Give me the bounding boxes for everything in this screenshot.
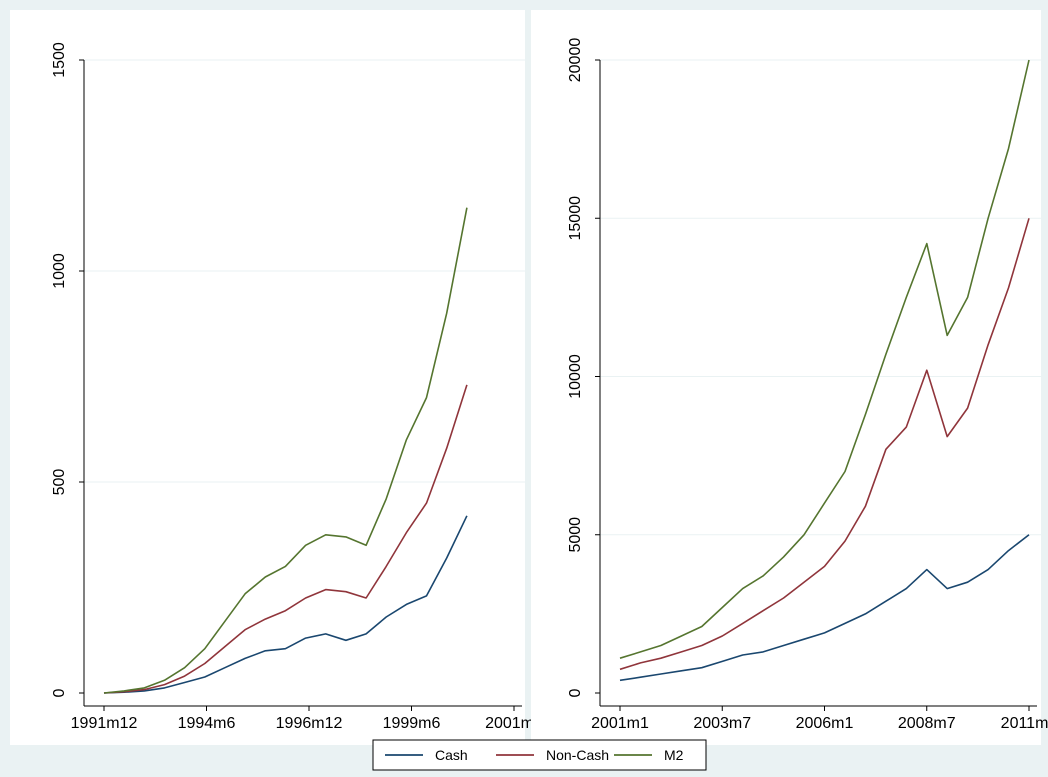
left-series-cash bbox=[103, 515, 468, 694]
left-x-tick-label: 1999m6 bbox=[383, 715, 441, 732]
left-plot-background bbox=[10, 10, 525, 745]
left-x-tick-label: 2001m1 bbox=[485, 715, 543, 732]
right-panel: 0 5000 10000 15000 20000 2001m1 2003m7 2006m1 20… bbox=[531, 10, 1048, 745]
right-y-tick-label: 20000 bbox=[567, 38, 584, 83]
right-series-non-cash bbox=[619, 218, 1030, 671]
right-y-tick-label: 5000 bbox=[567, 517, 584, 553]
left-x-tick-label: 1994m6 bbox=[178, 715, 236, 732]
right-x-tick-label: 2008m7 bbox=[898, 715, 956, 732]
left-x-tick-label: 1991m12 bbox=[71, 715, 138, 732]
left-y-tick-label: 500 bbox=[51, 469, 68, 496]
legend-label-cash: Cash bbox=[435, 747, 468, 763]
right-x-tick-label: 2011m1 bbox=[1001, 715, 1048, 732]
right-series-m2 bbox=[619, 59, 1030, 659]
right-x-tick-label: 2001m1 bbox=[591, 715, 649, 732]
right-series-cash bbox=[619, 534, 1030, 682]
legend: Cash Non-Cash M2 bbox=[372, 739, 707, 771]
left-series-m2 bbox=[103, 207, 468, 694]
right-y-tick-label: 15000 bbox=[567, 196, 584, 241]
left-y-tick-label: 0 bbox=[51, 688, 68, 697]
left-series-non-cash bbox=[103, 384, 468, 694]
left-x-tick-label: 1996m12 bbox=[276, 715, 343, 732]
right-y-tick-label: 0 bbox=[567, 688, 584, 697]
legend-label-m2: M2 bbox=[664, 747, 684, 763]
left-panel: 0 500 1000 1500 1991m12 1994m6 1996m12 1999m6 20… bbox=[10, 10, 543, 745]
left-y-tick-label: 1000 bbox=[51, 253, 68, 289]
left-y-tick-label: 1500 bbox=[51, 42, 68, 78]
legend-label-non-cash: Non-Cash bbox=[546, 747, 609, 763]
right-x-tick-label: 2003m7 bbox=[693, 715, 751, 732]
right-x-tick-label: 2006m1 bbox=[796, 715, 854, 732]
right-y-tick-label: 10000 bbox=[567, 354, 584, 399]
right-plot-background bbox=[531, 10, 1041, 745]
